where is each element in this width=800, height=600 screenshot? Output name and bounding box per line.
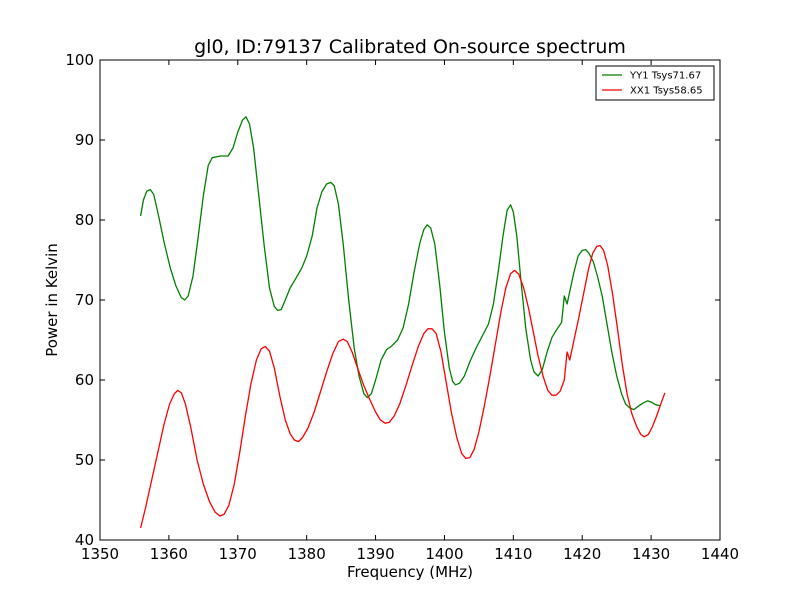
x-tick-label: 1400 bbox=[425, 545, 463, 563]
series-line-xx1 bbox=[139, 244, 666, 529]
legend-entry: YY1 Tsys71.67 bbox=[629, 71, 701, 82]
x-tick-label: 1350 bbox=[81, 545, 119, 563]
x-tick-label: 1380 bbox=[288, 545, 326, 563]
x-tick-label: 1420 bbox=[563, 545, 601, 563]
chart-title: gl0, ID:79137 Calibrated On-source spect… bbox=[194, 36, 626, 58]
x-tick-label: 1390 bbox=[356, 545, 394, 563]
x-tick-label: 1360 bbox=[150, 545, 188, 563]
y-tick-label: 100 bbox=[65, 51, 94, 69]
series-line-yy1 bbox=[139, 116, 661, 411]
y-tick-label: 70 bbox=[75, 291, 94, 309]
y-tick-label: 90 bbox=[75, 131, 94, 149]
y-tick-label: 60 bbox=[75, 371, 94, 389]
y-tick-label: 80 bbox=[75, 211, 94, 229]
x-axis-label: Frequency (MHz) bbox=[347, 563, 473, 581]
x-tick-label: 1440 bbox=[701, 545, 739, 563]
x-tick-label: 1430 bbox=[632, 545, 670, 563]
y-tick-label: 50 bbox=[75, 451, 94, 469]
plot-frame bbox=[99, 59, 721, 541]
legend-entry: XX1 Tsys58.65 bbox=[630, 86, 703, 97]
axis-ticks: 1350 1360 1370 1380 1390 1400 1410 1420 1430 1440… bbox=[65, 51, 739, 563]
legend-box bbox=[595, 65, 715, 101]
legend: YY1 Tsys71.67 XX1 Tsys58.65 bbox=[595, 65, 715, 101]
x-tick-label: 1410 bbox=[494, 545, 532, 563]
series-lines bbox=[139, 116, 666, 529]
y-axis-label: Power in Kelvin bbox=[43, 243, 61, 357]
x-tick-label: 1370 bbox=[219, 545, 257, 563]
y-tick-label: 40 bbox=[75, 531, 94, 549]
